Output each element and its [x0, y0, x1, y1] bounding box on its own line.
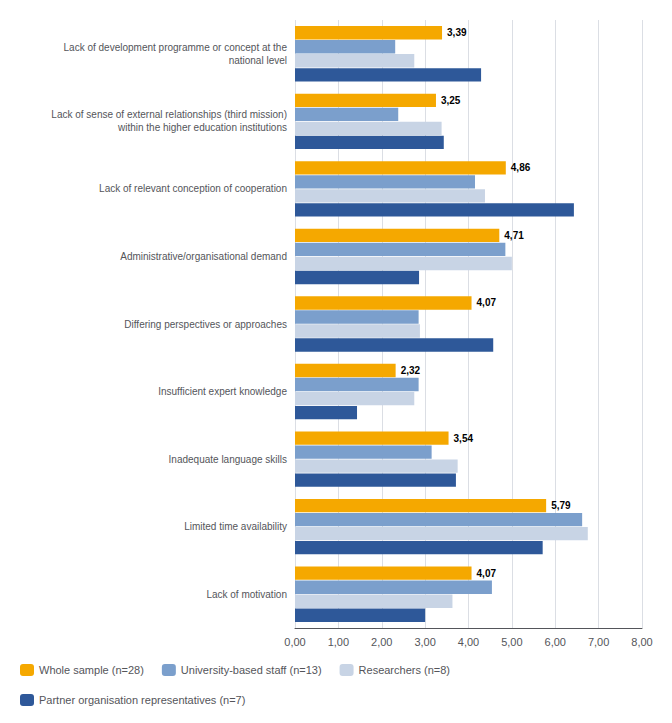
svg-text:2,00: 2,00: [371, 636, 392, 648]
svg-text:Limited time availability: Limited time availability: [184, 521, 287, 532]
svg-text:7,00: 7,00: [588, 636, 609, 648]
svg-text:Lack of sense of external rela: Lack of sense of external relationships …: [51, 109, 287, 120]
svg-text:3,25: 3,25: [441, 95, 461, 106]
svg-text:Differing perspectives or appr: Differing perspectives or approaches: [124, 319, 287, 330]
svg-text:4,86: 4,86: [511, 162, 531, 173]
svg-text:national level: national level: [229, 55, 287, 66]
svg-text:2,32: 2,32: [401, 365, 421, 376]
svg-text:Lack of relevant conception of: Lack of relevant conception of cooperati…: [99, 183, 287, 194]
svg-text:Lack of motivation: Lack of motivation: [206, 589, 287, 600]
svg-text:Administrative/organisational: Administrative/organisational demand: [120, 251, 287, 262]
svg-text:Insufficient expert knowledge: Insufficient expert knowledge: [158, 386, 287, 397]
svg-text:5,79: 5,79: [551, 500, 571, 511]
svg-text:Partner organisation represent: Partner organisation representatives (n=…: [39, 694, 245, 706]
svg-text:3,39: 3,39: [447, 27, 467, 38]
svg-text:1,00: 1,00: [328, 636, 349, 648]
svg-text:University-based staff (n=13): University-based staff (n=13): [181, 664, 322, 676]
svg-text:Inadequate language skills: Inadequate language skills: [169, 454, 287, 465]
svg-text:4,07: 4,07: [477, 297, 497, 308]
svg-text:0,00: 0,00: [284, 636, 305, 648]
svg-text:Lack of development programme: Lack of development programme or concept…: [64, 42, 288, 53]
svg-text:6,00: 6,00: [545, 636, 566, 648]
svg-text:5,00: 5,00: [501, 636, 522, 648]
svg-text:Researchers (n=8): Researchers (n=8): [359, 664, 450, 676]
svg-text:4,07: 4,07: [477, 568, 497, 579]
svg-text:3,54: 3,54: [454, 433, 474, 444]
svg-text:Whole sample (n=28): Whole sample (n=28): [39, 664, 144, 676]
svg-text:3,00: 3,00: [414, 636, 435, 648]
svg-text:within the higher education in: within the higher education institutions: [117, 122, 287, 133]
svg-text:4,00: 4,00: [458, 636, 479, 648]
svg-text:8,00: 8,00: [631, 636, 652, 648]
svg-text:4,71: 4,71: [504, 230, 524, 241]
